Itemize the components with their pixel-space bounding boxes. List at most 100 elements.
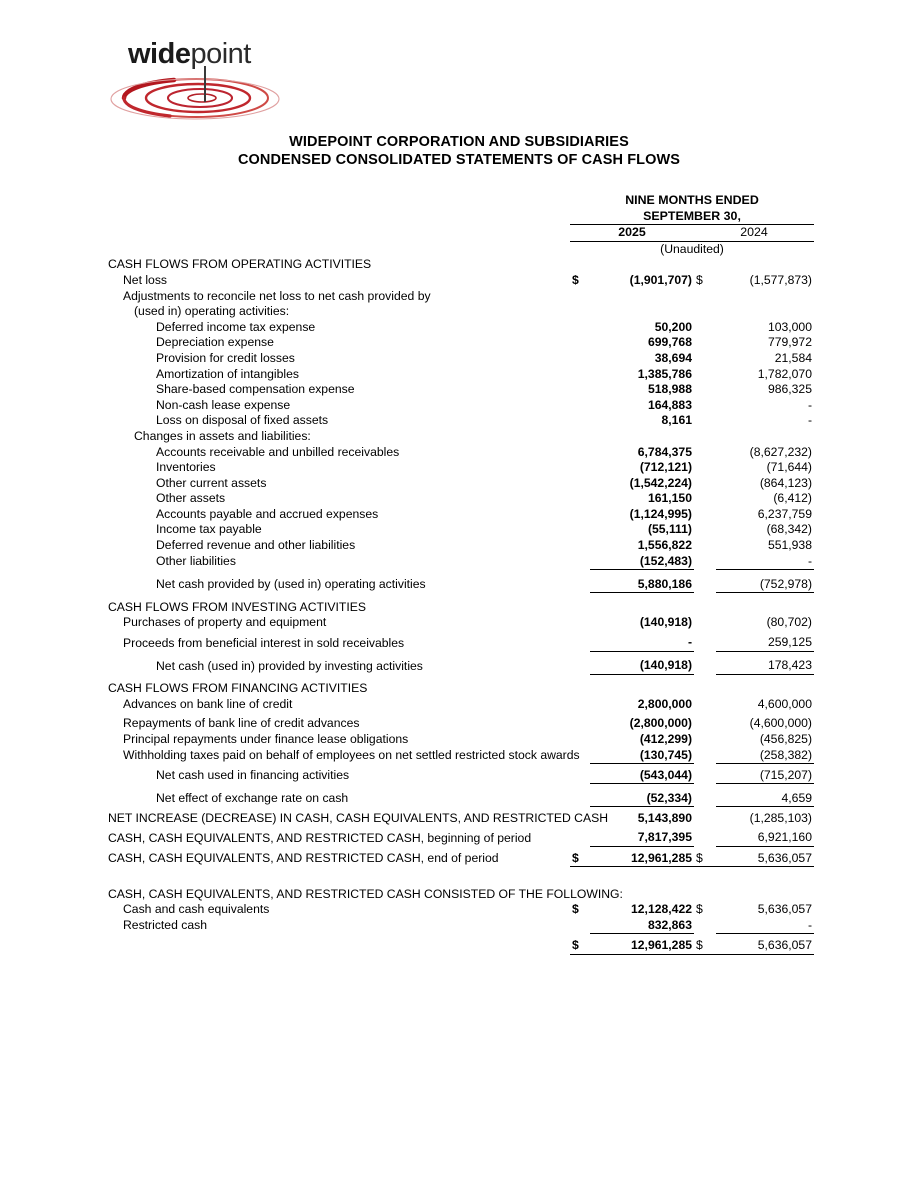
row-value-2025: 12,128,422 xyxy=(631,902,692,917)
row-value-2024: (8,627,232) xyxy=(749,444,812,459)
subtotal-operating-2024: (752,978) xyxy=(716,576,814,594)
header-period-row-2: SEPTEMBER 30, xyxy=(108,208,814,226)
cash-beginning-label: CASH, CASH EQUIVALENTS, AND RESTRICTED C… xyxy=(108,830,532,845)
cash-ending-currency-2024: $ xyxy=(694,850,716,868)
row-value-2024: 21,584 xyxy=(774,350,812,365)
row-adjustments-line-2: (used in) operating activities: xyxy=(108,304,814,320)
row-value-2025: 6,784,375 xyxy=(637,444,692,459)
row-value-2025: (140,918) xyxy=(639,615,692,630)
fx-effect-label: Net effect of exchange rate on cash xyxy=(156,791,349,806)
row-value-2024: 1,782,070 xyxy=(757,366,812,381)
table-row: Other liabilities (152,483) - xyxy=(108,553,814,571)
row-currency-2024: $ xyxy=(696,902,703,917)
net-loss-currency-2024: $ xyxy=(696,272,703,287)
net-increase-2024: (1,285,103) xyxy=(749,810,812,825)
row-composition-heading: CASH, CASH EQUIVALENTS, AND RESTRICTED C… xyxy=(108,887,814,903)
changes-heading: Changes in assets and liabilities: xyxy=(134,428,311,443)
fx-effect-2024: 4,659 xyxy=(716,790,814,808)
logo-wordmark: widepoint xyxy=(128,40,303,69)
net-loss-value-2024: (1,577,873) xyxy=(749,272,812,287)
table-row: Principal repayments under finance lease… xyxy=(108,732,814,748)
table-row: Non-cash lease expense 164,883 - xyxy=(108,398,814,414)
composition-total-currency-2024: $ xyxy=(694,937,716,955)
table-row: Cash and cash equivalents $ 12,128,422 $… xyxy=(108,902,814,918)
row-value-2024: 259,125 xyxy=(716,635,814,652)
table-row: Withholding taxes paid on behalf of empl… xyxy=(108,747,814,765)
table-row: Loss on disposal of fixed assets 8,161 - xyxy=(108,413,814,429)
document-title-line-2: CONDENSED CONSOLIDATED STATEMENTS OF CAS… xyxy=(237,152,681,168)
row-label: Withholding taxes paid on behalf of empl… xyxy=(123,748,580,763)
row-value-2025: (152,483) xyxy=(590,553,694,571)
row-fx-effect: Net effect of exchange rate on cash (52,… xyxy=(108,790,814,808)
row-value-2024: (258,382) xyxy=(716,747,814,765)
row-value-2025: - xyxy=(590,635,694,652)
composition-total-2024: 5,636,057 xyxy=(716,937,814,955)
row-value-2024: 779,972 xyxy=(767,335,812,350)
row-label: Inventories xyxy=(156,460,216,475)
row-value-2025: (1,124,995) xyxy=(629,506,692,521)
unaudited-note: (Unaudited) xyxy=(660,241,724,256)
table-row: Accounts payable and accrued expenses (1… xyxy=(108,507,814,523)
row-value-2025: (1,542,224) xyxy=(629,475,692,490)
row-label: Non-cash lease expense xyxy=(156,397,291,412)
document-title-line-1: WIDEPOINT CORPORATION AND SUBSIDIARIES xyxy=(289,134,629,150)
subtotal-operating-row: Net cash provided by (used in) operating… xyxy=(108,576,814,594)
subtotal-investing-2025: (140,918) xyxy=(590,658,694,675)
table-row: Advances on bank line of credit 2,800,00… xyxy=(108,697,814,713)
row-value-2024: 6,237,759 xyxy=(757,506,812,521)
column-header-2024: 2024 xyxy=(694,224,814,242)
row-value-2024: 551,938 xyxy=(767,538,812,553)
header-year-row: 2025 2024 xyxy=(108,224,814,242)
row-label: Repayments of bank line of credit advanc… xyxy=(123,716,360,731)
table-row: Inventories (712,121) (71,644) xyxy=(108,460,814,476)
row-value-2025: 1,385,786 xyxy=(637,366,692,381)
table-row: Depreciation expense 699,768 779,972 xyxy=(108,335,814,351)
column-header-2025: 2025 xyxy=(570,224,694,242)
row-adjustments-line-1: Adjustments to reconcile net loss to net… xyxy=(108,289,814,305)
table-row: Accounts receivable and unbilled receiva… xyxy=(108,445,814,461)
row-changes-heading: Changes in assets and liabilities: xyxy=(108,429,814,445)
row-value-2024: 4,600,000 xyxy=(757,696,812,711)
logo-word-point: point xyxy=(190,38,251,70)
row-label: Provision for credit losses xyxy=(156,350,295,365)
subtotal-operating-2025: 5,880,186 xyxy=(590,576,694,594)
row-label: Income tax payable xyxy=(156,522,262,537)
net-increase-2025: 5,143,890 xyxy=(637,810,692,825)
subtotal-label-operating: Net cash provided by (used in) operating… xyxy=(156,577,426,592)
row-value-2024: 986,325 xyxy=(767,382,812,397)
row-value-2024: 5,636,057 xyxy=(757,902,812,917)
logo-drop-line xyxy=(204,66,206,102)
adjustments-text-line-2: (used in) operating activities: xyxy=(134,304,290,319)
row-label: Deferred revenue and other liabilities xyxy=(156,538,356,553)
row-value-2025: 8,161 xyxy=(661,413,693,428)
section-heading-investing-row: CASH FLOWS FROM INVESTING ACTIVITIES xyxy=(108,600,814,616)
subtotal-financing-2024: (715,207) xyxy=(716,767,814,785)
table-row: Other current assets (1,542,224) (864,12… xyxy=(108,476,814,492)
row-value-2024: - xyxy=(807,413,812,428)
row-composition-total: $ 12,961,285 $ 5,636,057 xyxy=(108,937,814,955)
table-row: Purchases of property and equipment (140… xyxy=(108,615,814,631)
row-label: Amortization of intangibles xyxy=(156,366,299,381)
adjustments-text-line-1: Adjustments to reconcile net loss to net… xyxy=(123,288,431,303)
table-row: Deferred revenue and other liabilities 1… xyxy=(108,538,814,554)
row-value-2025: (2,800,000) xyxy=(629,716,692,731)
cash-ending-2024: 5,636,057 xyxy=(716,850,814,868)
row-currency-2025: $ xyxy=(572,902,579,917)
subtotal-investing-row: Net cash (used in) provided by investing… xyxy=(108,658,814,675)
row-value-2025: 161,150 xyxy=(647,491,692,506)
section-heading-investing: CASH FLOWS FROM INVESTING ACTIVITIES xyxy=(108,599,366,614)
row-value-2024: (864,123) xyxy=(759,475,812,490)
subtotal-label-investing: Net cash (used in) provided by investing… xyxy=(156,658,423,673)
logo-word-wide: wide xyxy=(128,38,191,70)
row-value-2025: (712,121) xyxy=(639,460,692,475)
row-value-2025: 518,988 xyxy=(647,382,692,397)
subtotal-financing-row: Net cash used in financing activities (5… xyxy=(108,767,814,785)
composition-total-currency-2025: $ xyxy=(570,937,590,955)
cash-flow-table: NINE MONTHS ENDED SEPTEMBER 30, 2025 202… xyxy=(108,193,814,955)
row-value-2025: (130,745) xyxy=(590,747,694,765)
net-loss-value-2025: (1,901,707) xyxy=(629,272,692,287)
section-heading-financing: CASH FLOWS FROM FINANCING ACTIVITIES xyxy=(108,681,368,696)
table-row: Restricted cash 832,863 - xyxy=(108,917,814,935)
row-value-2024: (4,600,000) xyxy=(749,716,812,731)
row-label: Principal repayments under finance lease… xyxy=(123,732,409,746)
